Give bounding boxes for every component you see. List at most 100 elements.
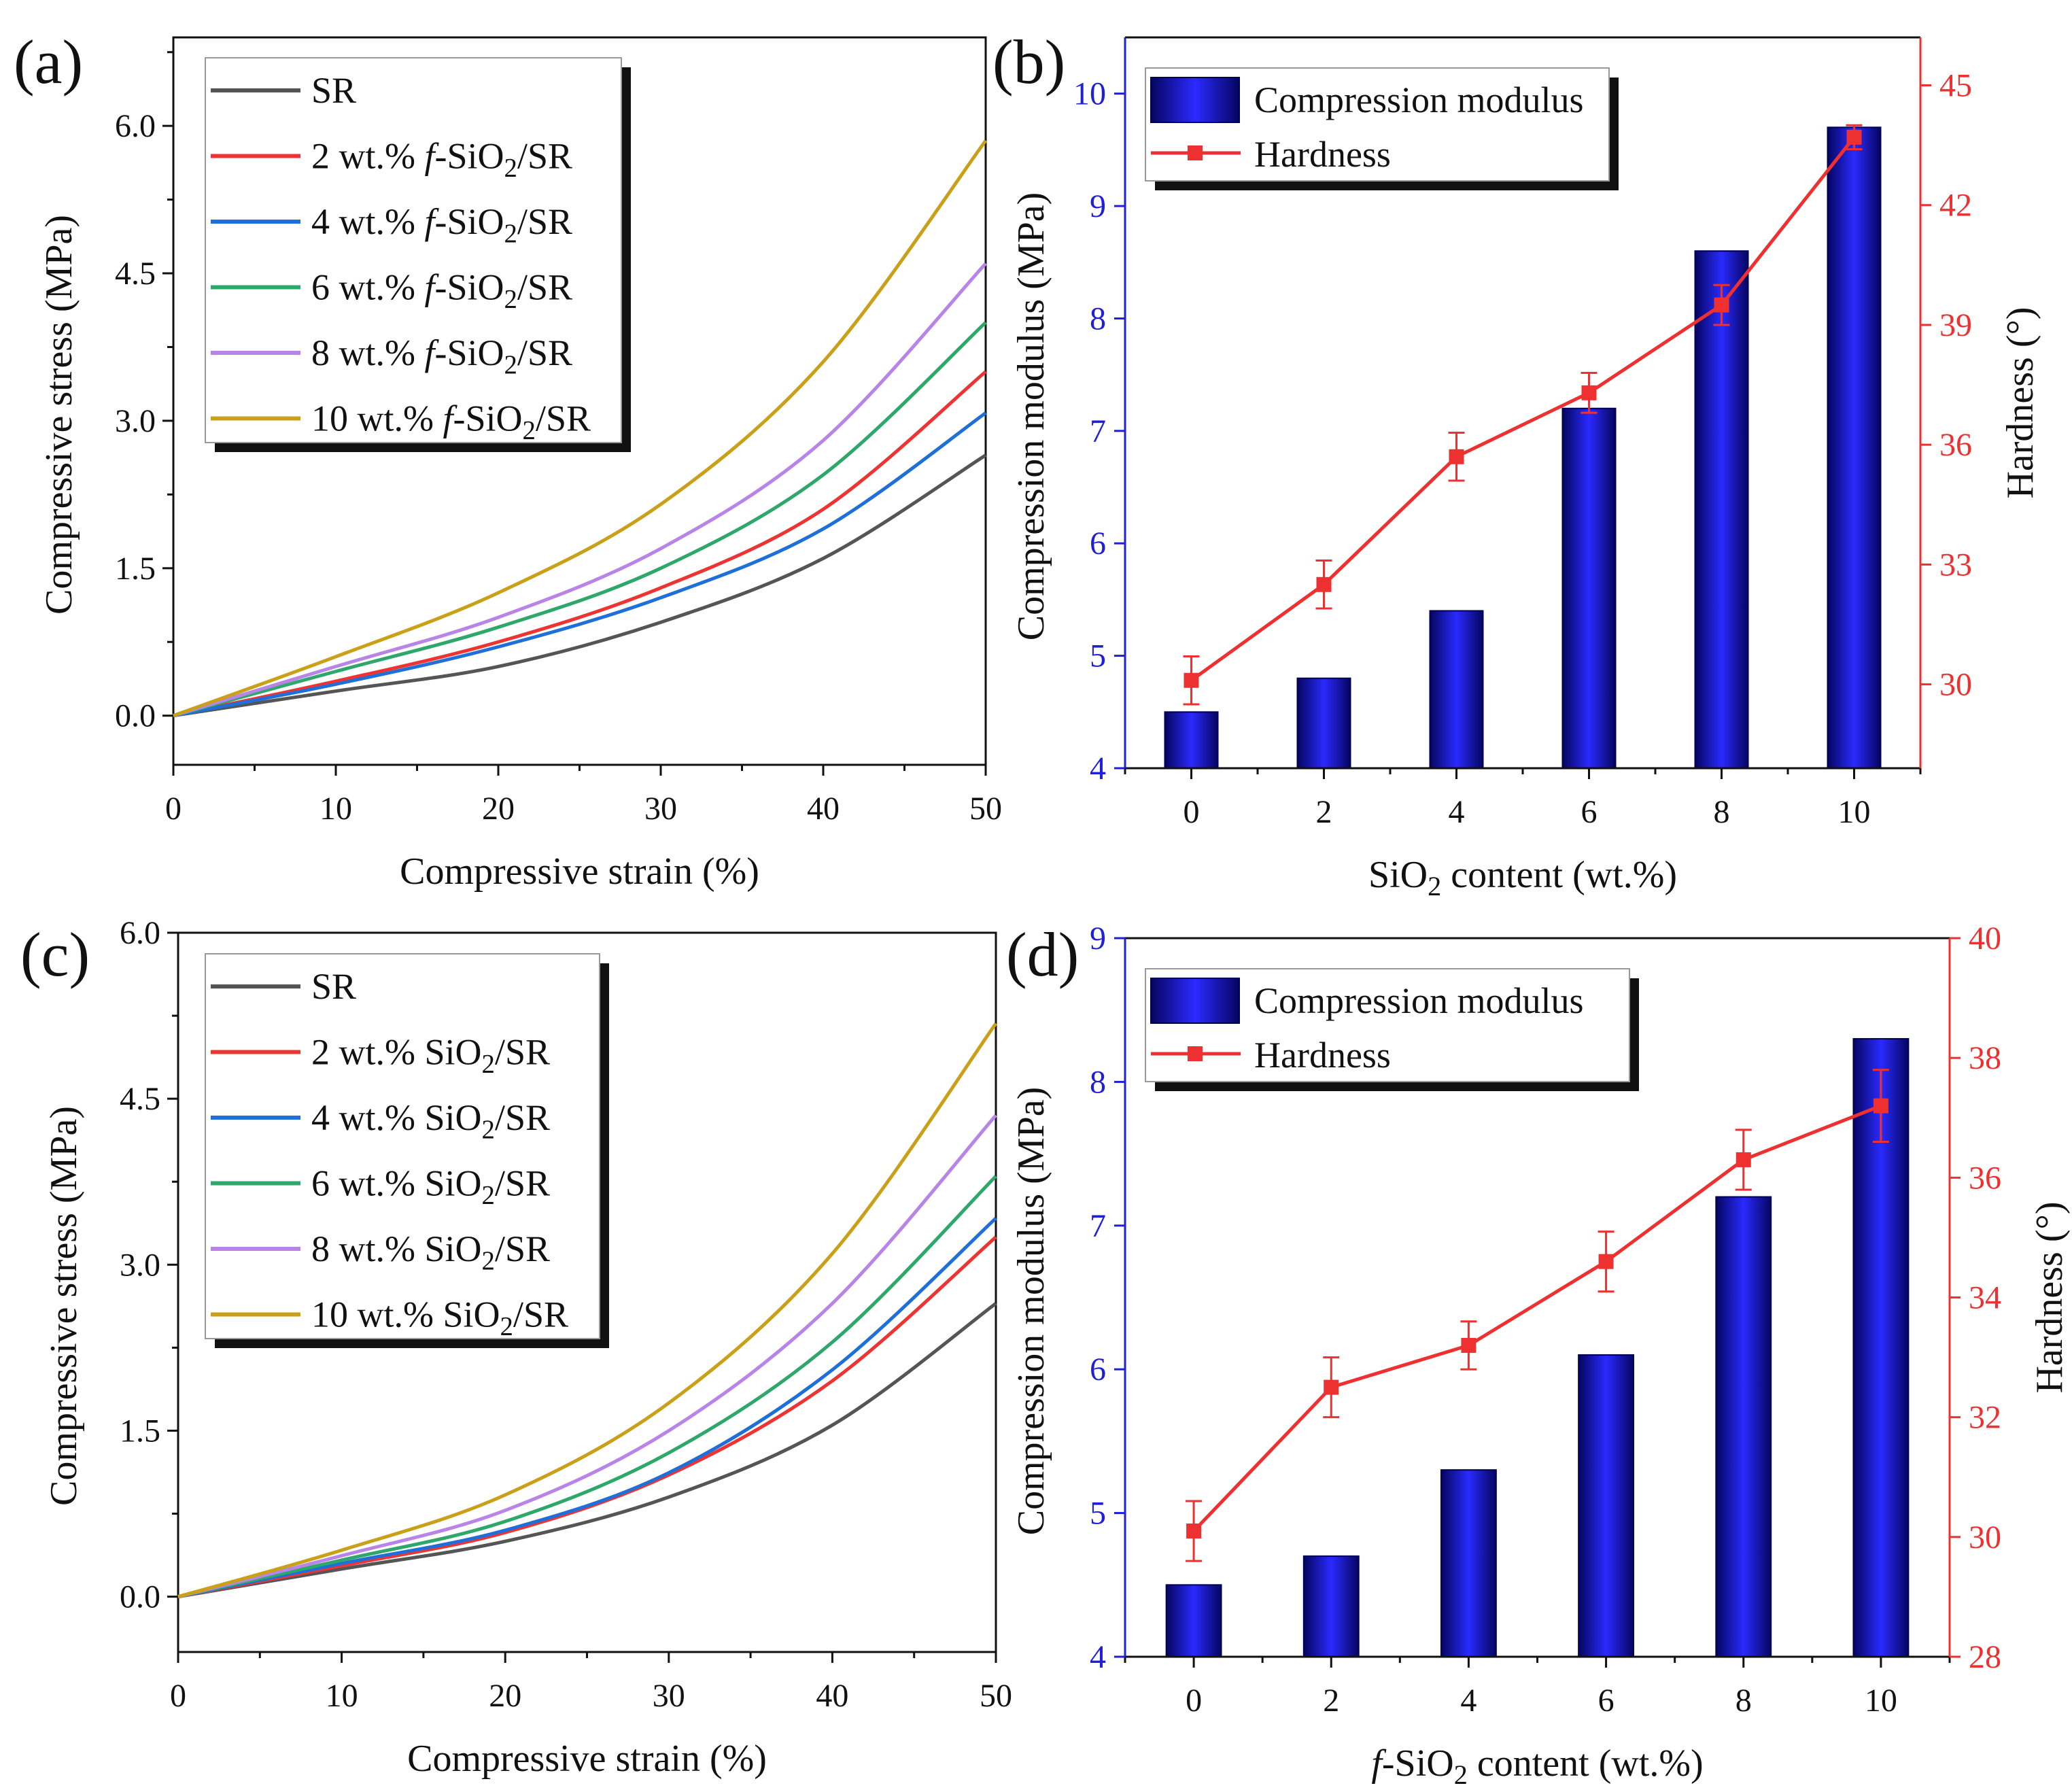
text-span: 2 wt.% SiO xyxy=(311,1032,482,1073)
series-line-1 xyxy=(173,370,987,718)
series-line-0 xyxy=(173,453,987,718)
y-left-tick-label: 7 xyxy=(1090,413,1106,449)
y-tick-label: 3.0 xyxy=(120,1247,160,1283)
hardness-point xyxy=(1736,1152,1751,1167)
series-line-2 xyxy=(173,411,987,718)
hardness-point xyxy=(1714,297,1729,313)
text-span: /SR xyxy=(495,1032,550,1073)
text-span: 10 wt.% SiO xyxy=(311,1294,500,1335)
legend-entry: 8 wt.% f-SiO2/SR xyxy=(311,332,572,379)
text-span: -SiO xyxy=(435,136,504,177)
y-left-tick-label: 8 xyxy=(1090,300,1106,337)
x-tick-label: 4 xyxy=(1449,794,1465,830)
series-line-2 xyxy=(177,1217,997,1599)
y-right-axis-label: Hardness (°) xyxy=(1999,307,2041,498)
text-span: 2 xyxy=(482,1180,495,1209)
x-tick-label: 6 xyxy=(1581,794,1598,830)
hardness-point xyxy=(1461,1337,1477,1353)
y-right-tick-label: 32 xyxy=(1969,1400,2001,1436)
y-tick-label: 0.0 xyxy=(120,1579,160,1615)
y-tick-label: 6.0 xyxy=(115,108,156,144)
text-span: 2 xyxy=(482,1246,495,1275)
bar-compression-modulus xyxy=(1296,677,1351,770)
y-tick-label: 4.5 xyxy=(115,256,156,292)
hardness-line xyxy=(1192,1104,1882,1532)
x-axis-label: SiO2 content (wt.%) xyxy=(1368,854,1677,901)
x-tick-label: 8 xyxy=(1714,794,1730,830)
x-tick-label: 40 xyxy=(816,1678,848,1714)
x-axis-label: Compressive strain (%) xyxy=(400,850,759,893)
y-tick-label: 0.0 xyxy=(115,698,156,734)
text-span: -SiO xyxy=(1382,1742,1454,1785)
text-span: Hardness xyxy=(1254,134,1391,175)
text-span: Hardness xyxy=(1254,1035,1391,1075)
bar-chart-panel-d: 0 2 4 6 8 10 4 5 6 7 8 9 28 30 32 34 36 38 40 f-SiO2 conten… xyxy=(1006,920,2071,1790)
text-span: 6 wt.% xyxy=(311,267,424,308)
y-right-tick-label: 38 xyxy=(1969,1040,2001,1076)
legend-entry: Hardness xyxy=(1254,1035,1391,1075)
x-tick-label: 10 xyxy=(1865,1683,1897,1719)
y-tick-label: 1.5 xyxy=(120,1413,160,1449)
series-line-3 xyxy=(177,1175,997,1599)
hardness-line xyxy=(1190,136,1856,682)
text-span: 2 xyxy=(504,350,517,379)
bar-compression-modulus xyxy=(1440,1469,1497,1657)
hardness-point xyxy=(1324,1379,1339,1395)
hardness-point xyxy=(1186,1524,1202,1539)
x-axis-label: f-SiO2 content (wt.%) xyxy=(1371,1742,1703,1790)
hardness-point xyxy=(1184,672,1199,688)
y-axis-label: Compressive stress (MPa) xyxy=(43,1106,85,1506)
text-span: 4 wt.% SiO xyxy=(311,1097,482,1138)
text-span: Compression modulus xyxy=(1254,980,1584,1021)
y-tick-label: 3.0 xyxy=(115,403,156,439)
y-left-tick-label: 4 xyxy=(1090,1639,1106,1675)
legend-entry: Compression modulus xyxy=(1254,980,1584,1021)
y-left-tick-label: 7 xyxy=(1090,1208,1106,1244)
series-line-5 xyxy=(173,139,988,718)
y-left-tick-label: 9 xyxy=(1090,188,1106,224)
text-span: -SiO xyxy=(453,398,523,439)
legend-entry: 4 wt.% f-SiO2/SR xyxy=(311,201,572,248)
x-tick-label: 6 xyxy=(1598,1683,1615,1719)
y-right-tick-label: 30 xyxy=(1969,1519,2001,1555)
y-left-tick-label: 5 xyxy=(1090,1496,1106,1532)
legend-entry: Compression modulus xyxy=(1254,80,1584,120)
text-span: /SR xyxy=(495,1097,550,1138)
bar-compression-modulus xyxy=(1715,1196,1772,1657)
hardness-point xyxy=(1316,576,1332,592)
legend-entry: Hardness xyxy=(1254,134,1391,175)
series-line-4 xyxy=(173,262,987,718)
text-span: 2 wt.% xyxy=(311,136,424,177)
legend-entry: 6 wt.% f-SiO2/SR xyxy=(311,267,572,314)
legend-swatch-marker xyxy=(1188,1046,1203,1061)
legend-entry: SR xyxy=(311,70,356,111)
text-span: content (wt.%) xyxy=(1441,854,1677,896)
text-span: SR xyxy=(311,966,356,1007)
x-tick-label: 20 xyxy=(482,791,515,827)
y-right-tick-label: 45 xyxy=(1939,67,1972,103)
y-tick-label: 1.5 xyxy=(115,551,156,587)
text-span: -SiO xyxy=(435,332,504,373)
text-span: -SiO xyxy=(435,201,504,242)
x-tick-label: 2 xyxy=(1323,1683,1339,1719)
x-axis-label: Compressive strain (%) xyxy=(407,1738,767,1780)
text-span: 2 xyxy=(523,415,536,445)
text-span: /SR xyxy=(517,136,572,177)
panel-label: (c) xyxy=(20,920,90,989)
legend-entry: SR xyxy=(311,966,356,1007)
legend-entry: 2 wt.% f-SiO2/SR xyxy=(311,136,572,183)
text-span: 4 wt.% xyxy=(311,201,424,242)
panel-label: (a) xyxy=(14,27,83,97)
legend-swatch-marker xyxy=(1188,145,1203,160)
text-span: 10 wt.% xyxy=(311,398,443,439)
y-right-tick-label: 33 xyxy=(1939,547,1972,583)
y-right-tick-label: 34 xyxy=(1969,1280,2001,1316)
y-right-tick-label: 42 xyxy=(1939,188,1972,224)
y-left-tick-label: 4 xyxy=(1090,751,1106,787)
hardness-point xyxy=(1449,449,1464,464)
x-tick-label: 4 xyxy=(1460,1683,1477,1719)
legend-entry: 10 wt.% SiO2/SR xyxy=(311,1294,568,1341)
y-right-tick-label: 36 xyxy=(1969,1160,2001,1196)
legend-entry: 4 wt.% SiO2/SR xyxy=(311,1097,550,1144)
